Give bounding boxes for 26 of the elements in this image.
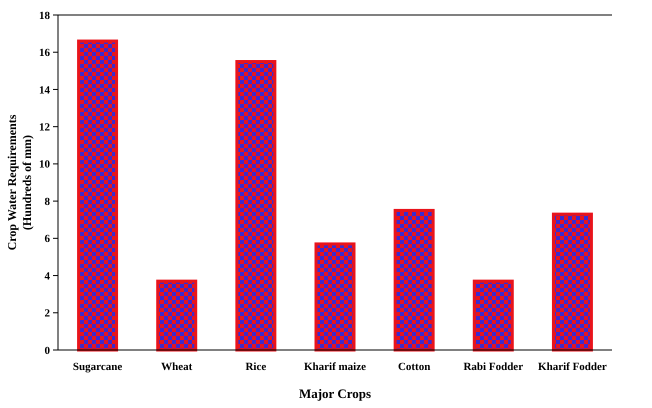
y-tick-label: 2 bbox=[44, 308, 50, 320]
y-tick-label: 14 bbox=[39, 84, 50, 96]
y-tick-label: 12 bbox=[39, 122, 50, 134]
y-axis-title: Crop Water Requirements (Hundreds of mm) bbox=[5, 114, 34, 250]
bar bbox=[472, 280, 514, 352]
y-tick-label: 0 bbox=[44, 344, 50, 357]
bar bbox=[394, 208, 435, 352]
bar bbox=[314, 242, 356, 352]
bar bbox=[77, 40, 118, 352]
x-tick-label: Rabi Fodder bbox=[463, 361, 524, 373]
y-tick-label: 10 bbox=[39, 158, 50, 171]
y-tick-label: 16 bbox=[39, 47, 50, 60]
x-tick-label: Kharif Fodder bbox=[538, 361, 607, 373]
y-tick-label: 8 bbox=[44, 196, 50, 208]
bar bbox=[156, 280, 198, 352]
y-tick-label: 18 bbox=[39, 10, 50, 22]
x-tick-label: Rice bbox=[245, 361, 266, 373]
x-tick-label: Kharif maize bbox=[304, 361, 366, 373]
x-tick-label: Cotton bbox=[398, 361, 430, 373]
bar bbox=[552, 212, 593, 352]
x-axis-title: Major Crops bbox=[298, 386, 372, 401]
y-tick-label: 6 bbox=[44, 233, 50, 246]
bar bbox=[235, 60, 276, 352]
y-tick-label: 4 bbox=[44, 270, 50, 282]
x-tick-label: Sugarcane bbox=[72, 361, 122, 373]
x-tick-label: Wheat bbox=[161, 361, 193, 373]
